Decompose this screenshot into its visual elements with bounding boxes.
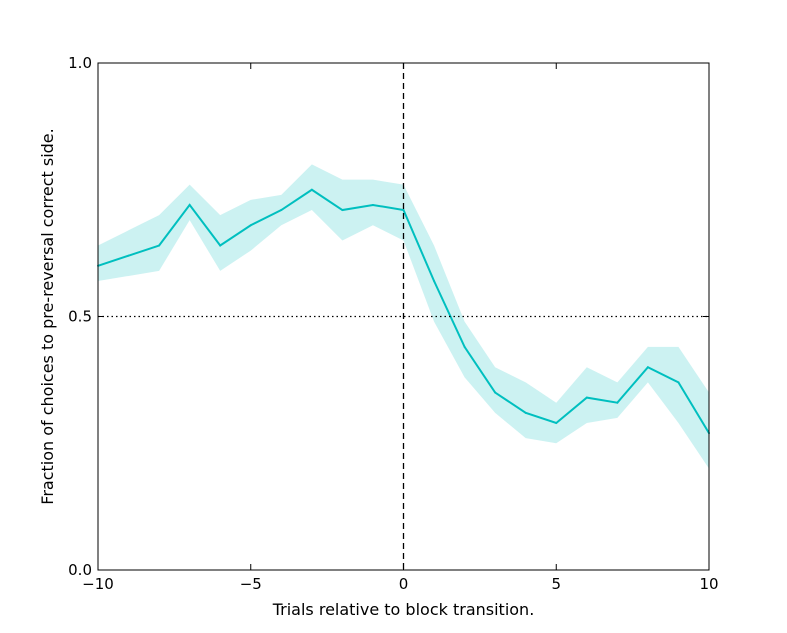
data-point <box>158 244 161 247</box>
x-tick-label: 0 <box>399 575 409 593</box>
data-point <box>494 391 497 394</box>
data-point <box>249 224 252 227</box>
confidence-band <box>98 164 709 469</box>
data-point <box>188 203 191 206</box>
data-point <box>585 396 588 399</box>
y-tick-label: 1.0 <box>68 54 92 72</box>
data-point <box>555 421 558 424</box>
y-axis-label: Fraction of choices to pre-reversal corr… <box>38 128 57 504</box>
data-point <box>402 209 405 212</box>
confidence-band-layer <box>98 164 709 469</box>
data-point <box>524 411 527 414</box>
data-point <box>310 188 313 191</box>
y-tick-label: 0.0 <box>68 561 92 579</box>
data-point <box>341 209 344 212</box>
x-tick-label: 10 <box>699 575 718 593</box>
x-axis-label: Trials relative to block transition. <box>272 600 535 619</box>
data-point <box>646 366 649 369</box>
data-point <box>127 254 130 257</box>
data-point <box>677 381 680 384</box>
x-tick-label: 5 <box>551 575 561 593</box>
ticks-layer: −10 −5 0 5 10 0.0 0.5 1.0 <box>68 54 718 593</box>
y-tick-label: 0.5 <box>68 308 92 326</box>
data-point <box>616 401 619 404</box>
data-point <box>433 280 436 283</box>
data-point <box>219 244 222 247</box>
x-tick-label: −5 <box>240 575 262 593</box>
reference-lines-layer <box>98 63 709 570</box>
data-point <box>371 203 374 206</box>
data-point <box>463 345 466 348</box>
x-tick-label: −10 <box>82 575 114 593</box>
data-point <box>280 209 283 212</box>
